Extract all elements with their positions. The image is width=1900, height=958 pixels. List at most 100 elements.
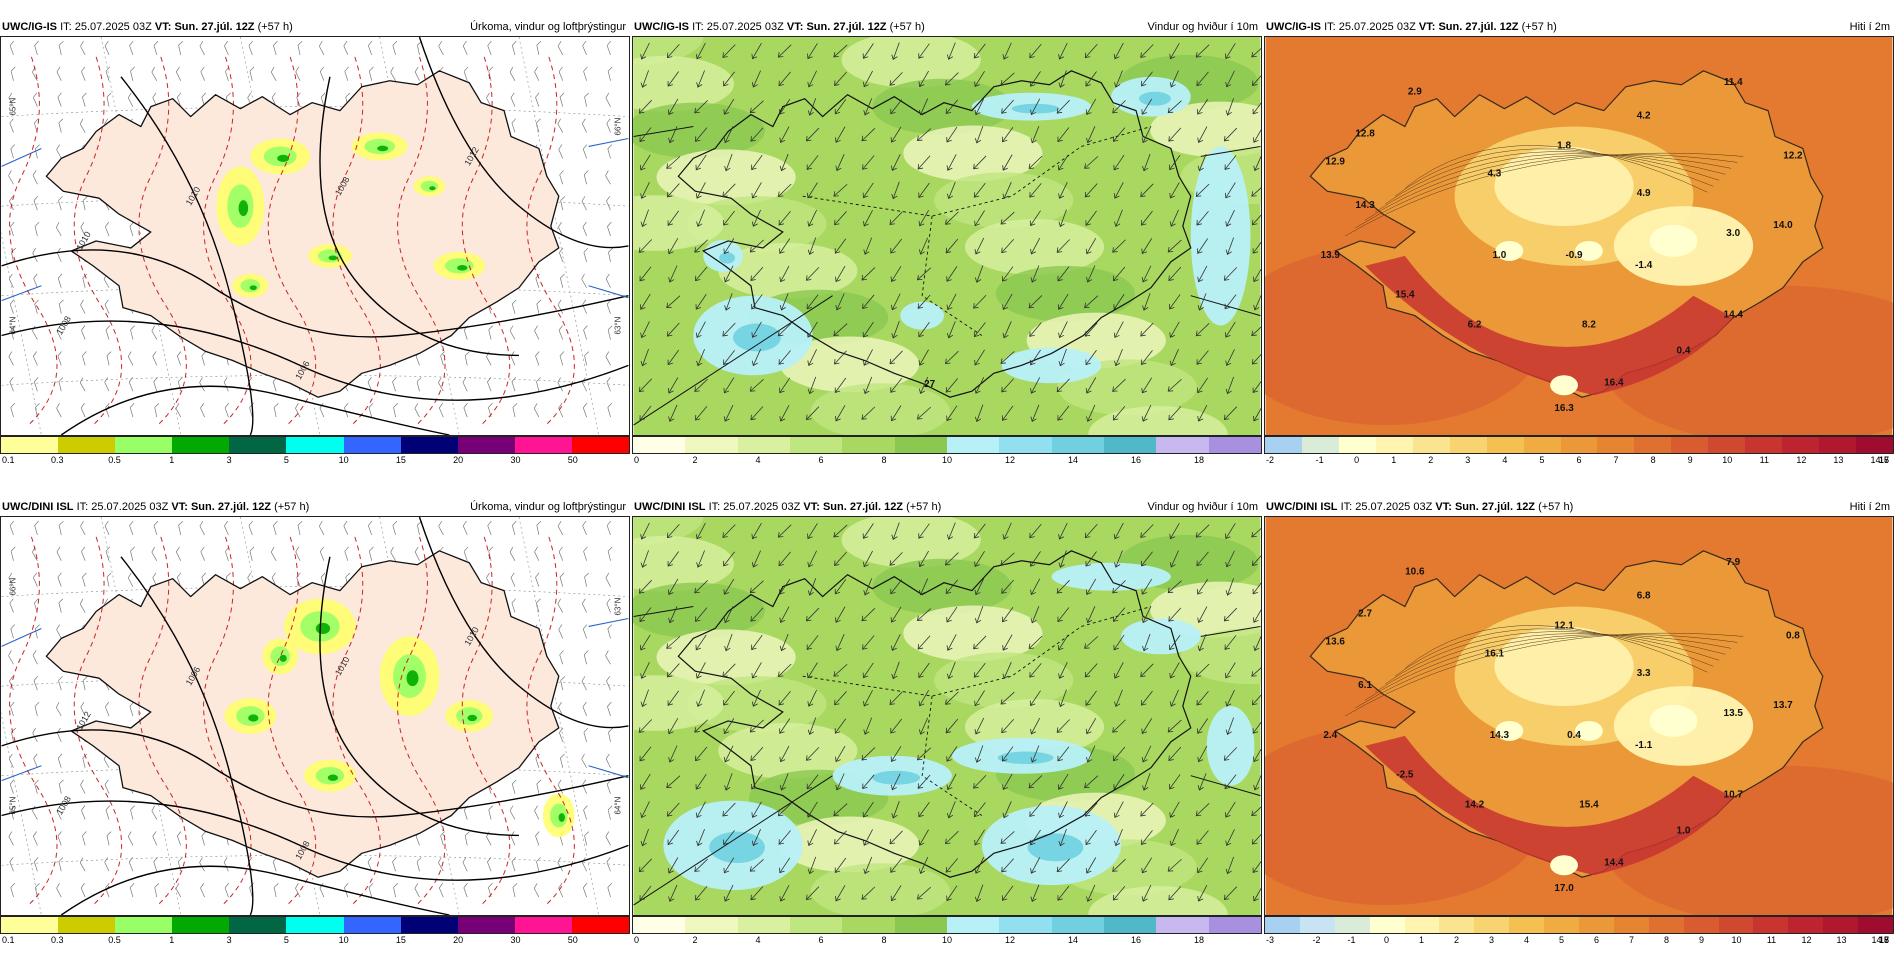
colorbar-tick-label: 3 [226,935,232,945]
temperature-label: 11.4 [1724,77,1743,88]
colorbar-tick-label: 0 [1383,935,1390,945]
temperature-label: 0.8 [1786,630,1800,641]
temperature-label: 6.1 [1358,680,1372,691]
panel-dini-wind: UWC/DINI ISL IT: 25.07.2025 03Z VT: Sun.… [632,498,1262,958]
temperature-label: 2.4 [1323,730,1337,741]
colorbar-swatch [1156,437,1209,453]
colorbar [632,916,1262,934]
temperature-label: 14.4 [1724,310,1744,321]
colorbar-tick-label: 5 [283,455,289,465]
colorbar-tick-label: 15 [395,935,406,945]
colorbar-swatch [343,917,401,933]
temperature-label: 12.2 [1783,150,1803,161]
temperature-label: -1.1 [1635,740,1653,751]
colorbar-tick-label: 6 [818,935,824,945]
panel-header: UWC/DINI ISL IT: 25.07.2025 03Z VT: Sun.… [0,498,630,516]
colorbar-tick-label: 14 [1067,455,1079,465]
colorbar-tick-label: 18 [1878,935,1890,945]
map-area[interactable]: 1010 1010 1008 1008 1012 1006 65°N 64°N 66°N 63°N [0,36,630,436]
temperature-label: 16.1 [1485,648,1505,659]
vt-value: Sun. 27.júl. 12Z [174,21,255,33]
colorbar-tick-label: 15 [395,455,406,465]
it-label: IT: [692,21,704,33]
colorbar-tick-label: 16 [1130,455,1142,465]
it-label: IT: [76,501,89,513]
colorbar-tick-label: 20 [453,935,464,945]
colorbar-tick-label: 8 [1650,455,1656,465]
colorbar-swatch [1404,917,1440,933]
colorbar-tick-label: 50 [567,935,578,945]
colorbar-swatch [894,917,947,933]
temperature-label: 2.9 [1408,87,1422,98]
vt-value: Sun. 27.júl. 12Z [806,21,887,33]
panel-header: UWC/IG-IS IT: 25.07.2025 03Z VT: Sun. 27… [0,18,630,36]
map-area[interactable]: 1012 1006 1010 1008 1010 1008 66°N 65°N 63°N 64°N [0,516,630,916]
map-area[interactable]: 27 [632,36,1262,436]
temperature-label: 16.4 [1604,377,1624,388]
colorbar-tick-label: 1 [1391,455,1397,465]
temperature-label: 13.5 [1724,708,1744,719]
colorbar-tick-label: 9 [1698,935,1705,945]
panel-title: Hiti í 2m [1849,501,1890,513]
temperature-label: 4.9 [1637,188,1651,199]
latitude-label: 63°N [613,597,622,615]
it-label: IT: [1324,21,1336,33]
colorbar-swatch [1474,917,1510,933]
colorbar-swatch [1265,437,1302,453]
temperature-label: 10.7 [1724,790,1744,801]
panel-header: UWC/IG-IS IT: 25.07.2025 03Z VT: Sun. 27… [632,18,1262,36]
panel-title: Vindur og hviður í 10m [1147,21,1258,33]
colorbar-tick-label: 12 [1004,455,1016,465]
colorbar-swatch [514,917,572,933]
colorbar-tick-label: 3 [1488,935,1495,945]
colorbar-tick-label: 2 [692,935,698,945]
colorbar-tick-label: 1 [1418,935,1425,945]
panel-title: Hiti í 2m [1849,21,1890,33]
temperature-label: 6.2 [1468,320,1482,331]
colorbar-swatch [737,917,790,933]
colorbar-swatch [172,917,230,933]
vt-value: Sun. 27.júl. 12Z [822,501,904,513]
map-area[interactable]: 2.9 11.4 4.2 12.8 1.8 12.2 12.9 4.3 14.3 4.9 14.0 3… [1264,36,1894,436]
temperature-label: 0.4 [1677,345,1691,356]
colorbar-tick-label: 0.1 [2,935,15,945]
colorbar-swatch [1051,437,1104,453]
colorbar-tick-label: 7 [1628,935,1635,945]
colorbar-swatch [229,917,287,933]
panel-title: Úrkoma, vindur og loftþrýstingur [470,501,626,513]
vt-label: VT: [1435,501,1452,513]
map-svg: 27 [633,37,1261,435]
colorbar-swatch [172,437,230,453]
map-area[interactable]: 10.6 7.9 6.8 2.7 12.1 0.8 13.6 16.1 6.1 3.3 13.7 13… [1264,516,1894,916]
colorbar-swatch [400,437,458,453]
temperature-label: 17.0 [1554,883,1574,894]
temperature-label: 16.3 [1554,403,1574,414]
panel-header: UWC/DINI ISL IT: 25.07.2025 03Z VT: Sun.… [1264,498,1894,516]
colorbar-swatch [1579,917,1614,933]
temperature-label: 3.0 [1726,228,1740,239]
temperature-label: 4.2 [1637,111,1651,122]
colorbar-swatch [737,437,790,453]
temperature-label: 12.1 [1554,620,1574,631]
colorbar-swatch [1560,437,1598,453]
colorbar-tick-label: 7 [1613,455,1619,465]
colorbar-swatch [286,917,344,933]
colorbar-tick-label: 16 [1878,935,1890,945]
colorbar-tick-label: 6 [1576,455,1582,465]
colorbar-swatch [1782,437,1820,453]
colorbar-tick-label: 4 [1502,455,1508,465]
model-name: UWC/IG-IS [1266,21,1321,33]
colorbar-swatch [1634,437,1672,453]
latitude-label: 65°N [9,98,18,116]
model-name: UWC/DINI ISL [2,501,74,513]
colorbar-tick-label: 0.3 [51,935,64,945]
colorbar-swatch [1103,917,1157,933]
colorbar-tick-label: 18 [1193,935,1205,945]
panel-header: UWC/IG-IS IT: 25.07.2025 03Z VT: Sun. 27… [1264,18,1894,36]
map-area[interactable] [632,516,1262,916]
colorbar-swatch [1369,917,1405,933]
map-svg [633,517,1261,915]
colorbar-tick-label: 11 [1766,935,1777,945]
temperature-label: 1.0 [1677,825,1691,836]
colorbar-swatch [1718,917,1754,933]
